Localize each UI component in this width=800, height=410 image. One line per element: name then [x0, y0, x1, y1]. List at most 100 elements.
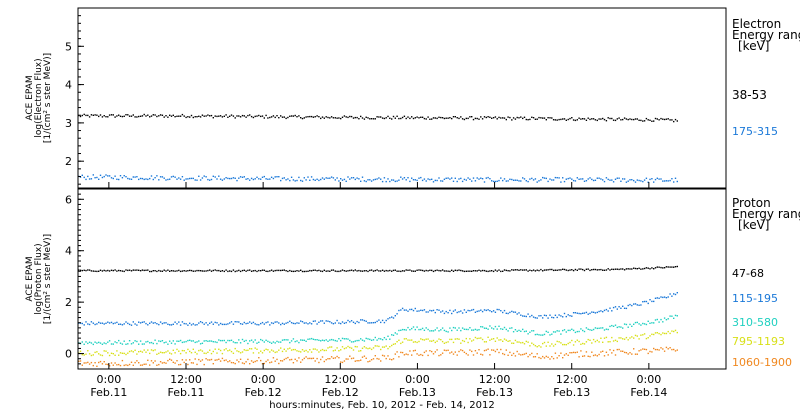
data-point — [436, 349, 438, 351]
data-point — [420, 328, 422, 331]
data-point — [481, 269, 484, 272]
data-point — [576, 330, 578, 333]
data-point — [347, 116, 349, 119]
data-point — [558, 269, 560, 271]
data-point — [314, 116, 316, 118]
data-point — [369, 269, 371, 272]
data-point — [592, 118, 595, 120]
data-point — [572, 312, 575, 314]
data-point — [492, 270, 495, 273]
data-point — [98, 361, 100, 364]
data-point — [627, 304, 629, 307]
data-point — [165, 351, 167, 353]
data-point — [401, 341, 404, 343]
data-point — [582, 178, 584, 180]
data-point — [623, 338, 626, 340]
data-point — [436, 269, 438, 271]
data-point — [660, 318, 662, 321]
data-point — [159, 270, 162, 272]
data-point — [158, 115, 160, 117]
data-point — [405, 269, 407, 271]
data-point — [478, 349, 480, 351]
data-point — [170, 359, 173, 361]
data-point — [427, 270, 429, 272]
data-point — [429, 340, 431, 342]
data-point — [633, 323, 635, 325]
data-point — [178, 115, 180, 117]
data-point — [258, 352, 260, 354]
data-point — [139, 177, 142, 180]
data-point — [209, 340, 211, 342]
data-point — [391, 359, 393, 361]
data-point — [79, 115, 82, 118]
data-point — [525, 269, 527, 271]
data-point — [523, 116, 526, 118]
y-axis-title-line: [1/(cm² s ster MeV)] — [43, 234, 53, 324]
data-point — [505, 118, 507, 121]
data-point — [123, 270, 125, 273]
data-point — [622, 178, 624, 180]
data-point — [436, 179, 438, 182]
data-point — [552, 179, 555, 181]
data-point — [260, 115, 262, 118]
data-point — [378, 116, 380, 118]
data-point — [476, 352, 478, 354]
data-point — [107, 352, 109, 354]
data-point — [350, 115, 353, 118]
data-point — [476, 177, 478, 179]
data-point — [269, 116, 271, 119]
data-point — [534, 317, 537, 319]
data-point — [172, 114, 174, 116]
data-point — [300, 179, 302, 182]
data-point — [229, 360, 231, 362]
data-point — [310, 323, 313, 325]
data-point — [594, 119, 597, 121]
data-point — [451, 329, 453, 332]
data-point — [474, 336, 477, 339]
data-point — [583, 312, 586, 314]
data-point — [145, 115, 147, 117]
data-point — [582, 342, 584, 345]
data-point — [332, 177, 335, 179]
data-point — [90, 270, 93, 272]
data-point — [380, 360, 382, 362]
data-point — [616, 348, 618, 351]
data-point — [465, 179, 467, 181]
data-point — [105, 322, 107, 324]
data-point — [234, 342, 236, 344]
data-point — [292, 348, 295, 351]
data-point — [667, 348, 669, 350]
data-point — [358, 178, 360, 180]
data-point — [409, 117, 411, 120]
data-point — [602, 311, 604, 313]
data-point — [622, 338, 624, 340]
data-point — [112, 177, 114, 180]
data-point — [372, 179, 375, 181]
data-point — [278, 322, 280, 324]
data-point — [327, 340, 329, 342]
data-point — [130, 350, 133, 352]
data-point — [523, 330, 526, 333]
data-point — [551, 316, 553, 319]
data-point — [361, 117, 364, 119]
data-point — [330, 176, 333, 178]
data-point — [187, 270, 189, 272]
series-proton-115-195 — [78, 292, 678, 326]
data-point — [580, 313, 582, 315]
data-point — [634, 303, 637, 305]
data-point — [230, 114, 233, 116]
data-point — [674, 350, 677, 352]
data-point — [305, 356, 307, 358]
data-point — [440, 180, 442, 182]
data-point — [132, 269, 134, 271]
data-point — [81, 341, 83, 343]
data-point — [285, 270, 287, 272]
data-point — [489, 116, 491, 118]
data-point — [312, 269, 315, 271]
data-point — [394, 353, 396, 355]
data-point — [305, 179, 307, 181]
data-point — [425, 327, 427, 329]
data-point — [152, 178, 154, 181]
data-point — [460, 349, 462, 351]
data-point — [522, 341, 524, 344]
